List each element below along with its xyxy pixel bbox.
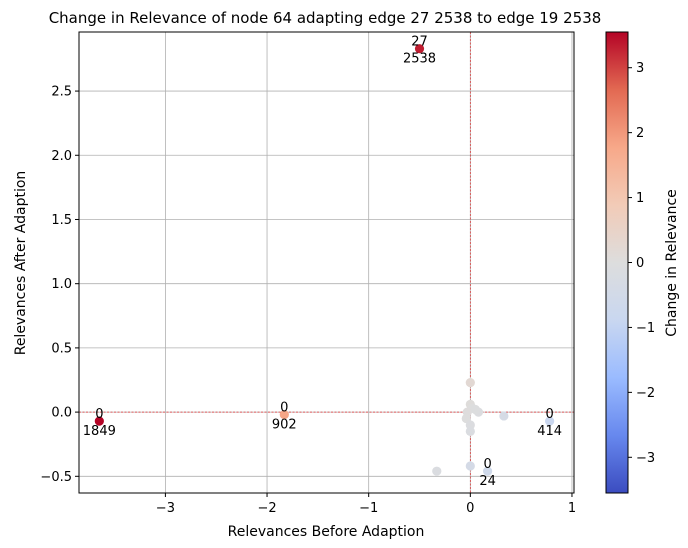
point-annotation-top: 0 [280,401,288,416]
x-tick-label: −1 [359,501,378,516]
point-annotation-bottom: 902 [272,418,297,433]
colorbar-tick-label: 1 [636,191,644,206]
point-annotation-bottom: 1849 [83,424,116,439]
x-tick-label: 1 [568,501,576,516]
x-axis-label: Relevances Before Adaption [228,524,425,540]
point-annotation-top: 27 [411,35,428,50]
y-tick-label: 1.5 [51,213,72,228]
chart-title: Change in Relevance of node 64 adapting … [49,9,602,27]
x-tick-label: −3 [156,501,175,516]
y-tick-label: −0.5 [40,470,72,485]
point-annotation-bottom: 414 [537,424,562,439]
axes-frame [78,31,575,494]
point-annotation-top: 0 [95,407,103,422]
data-point [499,411,509,421]
data-point [465,426,475,436]
colorbar: 3 2 1 0 −1 −2 −3 [605,31,655,494]
data-point [414,44,425,54]
axes: −3 −2 −1 0 1 −0.5 0.0 0.5 1.0 1.5 2.0 2.5 [40,31,576,516]
data-point [483,466,493,476]
y-tick-label: 0.0 [51,406,72,421]
data-point [545,416,555,426]
colorbar-tick-label: −2 [636,386,655,401]
data-point [465,420,475,430]
colorbar-tick-label: 0 [636,256,644,271]
point-annotation-top: 0 [483,457,491,472]
y-axis-label: Relevances After Adaption [13,171,29,356]
point-annotation-bottom: 24 [479,474,496,489]
y-tick-label: 2.5 [51,85,72,100]
y-tick-label: 0.5 [51,341,72,356]
point-annotation-top: 0 [545,407,553,422]
x-tick-label: 0 [466,501,474,516]
data-point [465,461,475,471]
colorbar-tick-label: 2 [636,126,644,141]
data-point [432,466,442,476]
colorbar-label: Change in Relevance [664,189,680,337]
x-tick-label: −2 [257,501,276,516]
point-annotation-bottom: 2538 [403,52,436,67]
colorbar-tick-label: 3 [636,61,644,76]
data-point [465,377,475,388]
y-tick-label: 2.0 [51,149,72,164]
plot-area: 27 2538 0 1849 0 902 0 414 0 24 [79,32,574,493]
colorbar-gradient [605,31,629,494]
data-point [470,404,481,415]
data-point [279,410,289,420]
data-point [94,416,104,426]
colorbar-tick-label: −3 [636,451,655,466]
y-tick-label: 1.0 [51,277,72,292]
colorbar-tick-label: −1 [636,321,655,336]
